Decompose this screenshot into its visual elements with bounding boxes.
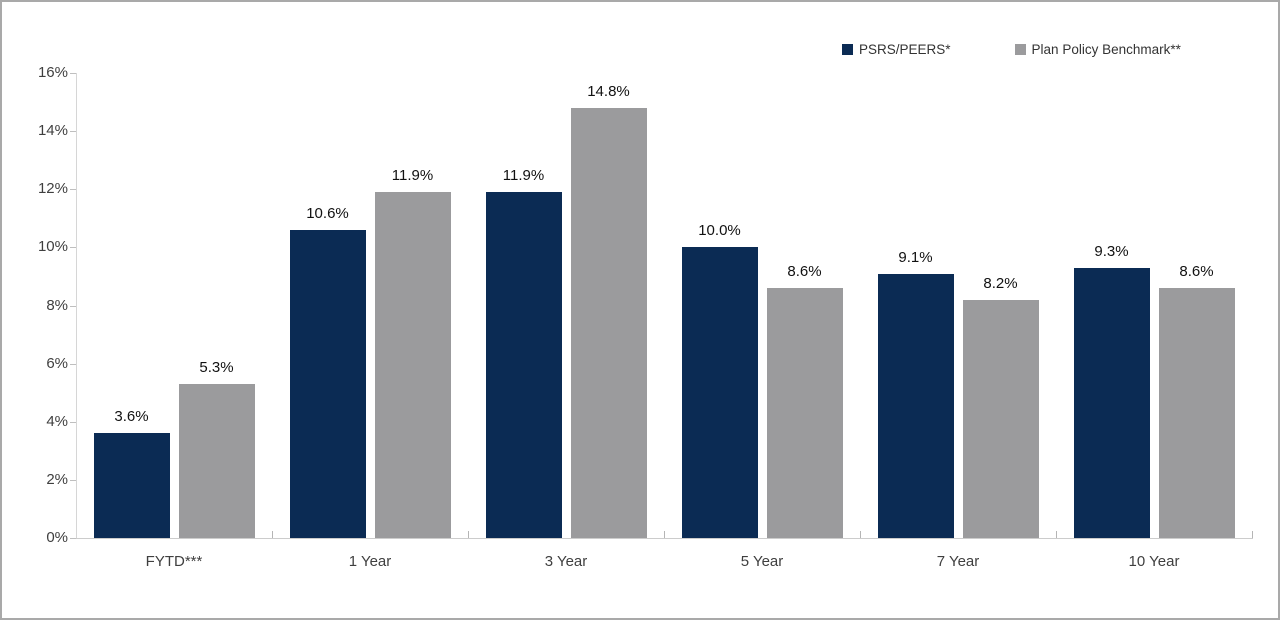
x-axis-category-label: 1 Year (348, 553, 392, 570)
y-axis-tick-mark (70, 538, 76, 539)
bar-benchmark (1158, 288, 1235, 538)
y-axis-line (76, 73, 77, 538)
legend-item-psrs-peers: PSRS/PEERS* (842, 42, 951, 57)
bar-value-label: 3.6% (114, 408, 149, 426)
bar-value-label: 8.2% (983, 274, 1018, 292)
y-axis-tick-mark (70, 479, 76, 481)
bar-benchmark (962, 299, 1039, 538)
y-axis-tick-label: 2% (46, 470, 68, 488)
bar-benchmark (570, 107, 647, 538)
x-axis-tick-mark (272, 531, 273, 538)
y-axis-tick-label: 8% (46, 296, 68, 314)
x-axis-category-label: 7 Year (936, 553, 980, 570)
legend-label-psrs-peers: PSRS/PEERS* (859, 42, 951, 57)
bar-value-label: 9.1% (898, 248, 933, 266)
bar-value-label: 11.9% (502, 167, 545, 185)
x-axis-category-label: 10 Year (1128, 553, 1180, 570)
y-axis-tick-label: 12% (37, 180, 68, 198)
x-axis-tick-mark (1056, 531, 1057, 538)
y-axis-tick-label: 10% (37, 238, 68, 256)
y-axis-tick-label: 6% (46, 354, 68, 372)
bar-psrs-peers (289, 229, 366, 538)
bar-psrs-peers (93, 433, 170, 538)
y-axis-tick-label: 14% (37, 122, 68, 140)
x-axis-tick-mark (468, 531, 469, 538)
x-axis-line (76, 538, 1253, 539)
bar-value-label: 8.6% (787, 263, 822, 281)
legend-item-plan-policy-benchmark: Plan Policy Benchmark** (1014, 42, 1181, 57)
bar-value-label: 10.6% (306, 204, 349, 222)
y-axis-tick-mark (70, 305, 76, 307)
legend-label-plan-policy-benchmark: Plan Policy Benchmark** (1031, 42, 1181, 57)
legend-swatch-psrs-peers-icon (842, 44, 853, 55)
y-axis-tick-mark (70, 131, 76, 133)
bar-benchmark (178, 383, 255, 538)
bar-psrs-peers (681, 247, 758, 538)
x-axis-category-label: FYTD*** (145, 553, 203, 570)
bar-psrs-peers (485, 192, 562, 538)
y-axis-tick-mark (70, 189, 76, 191)
bar-value-label: 5.3% (199, 358, 234, 376)
bar-value-label: 10.0% (698, 222, 741, 240)
legend-swatch-plan-policy-benchmark-icon (1014, 44, 1026, 55)
bar-value-label: 14.8% (587, 82, 630, 100)
x-axis-category-label: 3 Year (544, 553, 588, 570)
bar-benchmark (766, 288, 843, 538)
y-axis-tick-label: 4% (46, 412, 68, 430)
y-axis-tick-label: 0% (46, 529, 68, 546)
bar-benchmark (374, 192, 451, 538)
bar-value-label: 8.6% (1179, 263, 1214, 281)
x-axis-tick-mark (1252, 531, 1253, 538)
y-axis-tick-mark (70, 363, 76, 365)
y-axis-tick-mark (70, 247, 76, 249)
y-axis-tick-mark (70, 73, 76, 74)
y-axis-tick-mark (70, 421, 76, 423)
y-axis-tick-label: 16% (37, 64, 68, 81)
bar-psrs-peers (877, 273, 954, 538)
x-axis-tick-mark (664, 531, 665, 538)
x-axis-tick-mark (860, 531, 861, 538)
chart-legend: PSRS/PEERS* Plan Policy Benchmark** (842, 42, 1181, 57)
bar-psrs-peers (1073, 267, 1150, 538)
x-axis-category-label: 5 Year (740, 553, 784, 570)
bar-value-label: 11.9% (391, 167, 434, 185)
bar-value-label: 9.3% (1094, 242, 1129, 260)
